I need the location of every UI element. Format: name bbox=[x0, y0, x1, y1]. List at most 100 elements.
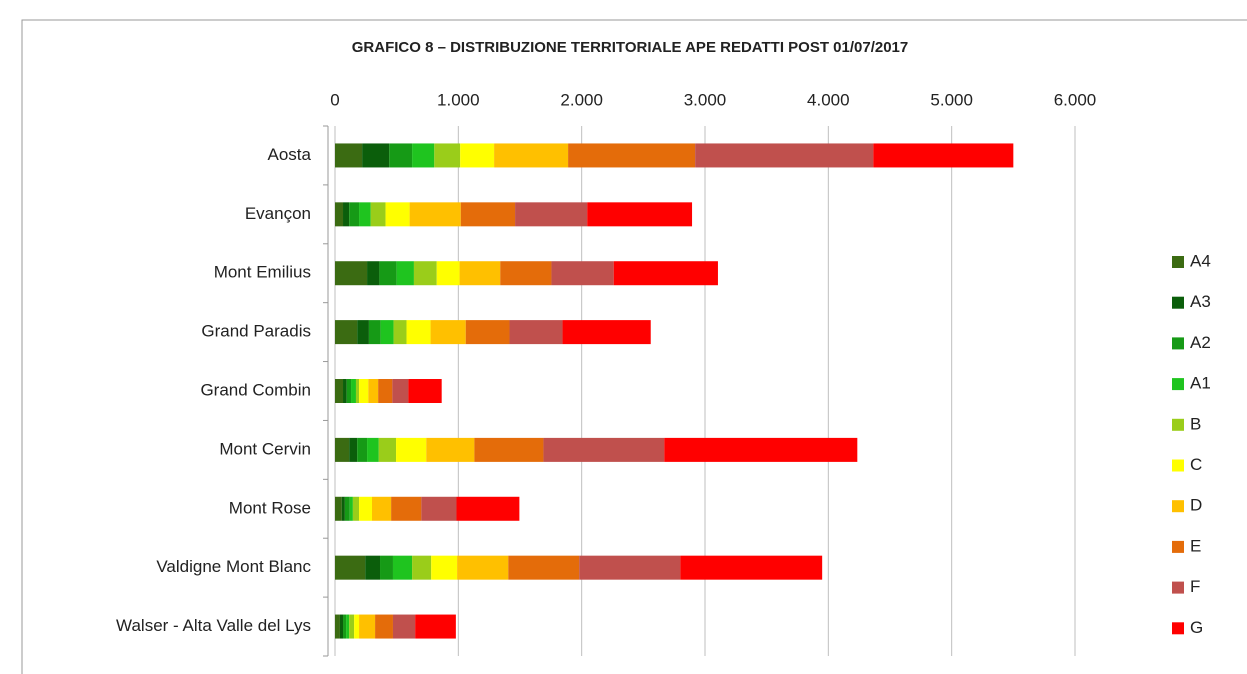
bar-segment bbox=[579, 555, 681, 580]
bar-segment bbox=[695, 143, 874, 168]
bar-segment bbox=[346, 379, 352, 403]
bar-segment bbox=[352, 496, 360, 521]
bar-segment bbox=[341, 496, 345, 521]
bar-segment bbox=[362, 143, 390, 168]
bar-segment bbox=[367, 437, 379, 462]
bar-segment bbox=[873, 143, 1014, 168]
bar-segment bbox=[392, 614, 416, 639]
bar-segment bbox=[335, 496, 342, 521]
legend-swatch bbox=[1172, 459, 1184, 472]
y-tick-label: Valdigne Mont Blanc bbox=[156, 557, 311, 576]
bar-segment bbox=[375, 614, 393, 639]
legend-label: A1 bbox=[1190, 374, 1211, 393]
bar-segment bbox=[335, 261, 368, 286]
bar-segment bbox=[380, 555, 393, 580]
bar-segment bbox=[343, 202, 350, 227]
y-tick-label: Mont Cervin bbox=[219, 439, 311, 458]
bar-segment bbox=[509, 320, 563, 345]
bar-segment bbox=[430, 320, 466, 345]
bar-segment bbox=[359, 202, 371, 227]
bar-segment bbox=[351, 379, 356, 403]
bar-segment bbox=[680, 555, 823, 580]
legend-label: F bbox=[1190, 577, 1200, 596]
bar-segment bbox=[393, 320, 407, 345]
bar-segment bbox=[359, 496, 372, 521]
bar-segment bbox=[412, 555, 432, 580]
bar-segment bbox=[460, 202, 516, 227]
y-tick-label: Grand Combin bbox=[200, 380, 311, 399]
bar-segment bbox=[359, 379, 369, 403]
legend-swatch bbox=[1172, 256, 1184, 268]
bar-segment bbox=[431, 555, 458, 580]
y-tick-label: Aosta bbox=[268, 145, 312, 164]
bar-segment bbox=[436, 261, 460, 286]
bar-segment bbox=[365, 555, 381, 580]
bar-segment bbox=[335, 555, 366, 580]
bar-segment bbox=[406, 320, 431, 345]
bar-segment bbox=[456, 496, 520, 521]
bar-segment bbox=[460, 143, 495, 168]
legend-swatch bbox=[1172, 418, 1184, 431]
bar-segment bbox=[359, 614, 376, 639]
bar-segment bbox=[349, 437, 358, 462]
legend-swatch bbox=[1172, 540, 1184, 553]
bar-segment bbox=[396, 261, 414, 286]
bar-segment bbox=[349, 202, 360, 227]
legend-label: A2 bbox=[1190, 333, 1211, 352]
y-tick-label: Walser - Alta Valle del Lys bbox=[116, 616, 311, 635]
bar-segment bbox=[409, 202, 461, 227]
bar-segment bbox=[457, 555, 509, 580]
legend-swatch bbox=[1172, 378, 1184, 391]
bar-segment bbox=[391, 496, 422, 521]
bar-segment bbox=[664, 437, 858, 462]
legend-swatch bbox=[1172, 622, 1184, 635]
legend-label: B bbox=[1190, 414, 1201, 433]
bar-segment bbox=[370, 202, 386, 227]
bar-segment bbox=[343, 379, 347, 403]
bar-segment bbox=[335, 614, 340, 639]
bar-segment bbox=[357, 320, 369, 345]
bar-segment bbox=[508, 555, 580, 580]
bar-segment bbox=[344, 496, 350, 521]
legend-label: G bbox=[1190, 618, 1203, 637]
bar-segment bbox=[408, 379, 442, 403]
bar-segment bbox=[396, 437, 427, 462]
bar-segment bbox=[413, 261, 437, 286]
bar-segment bbox=[378, 437, 397, 462]
y-tick-label: Mont Emilius bbox=[214, 263, 311, 282]
bar-segment bbox=[368, 320, 381, 345]
legend-label: A3 bbox=[1190, 292, 1211, 311]
bar-segment bbox=[357, 437, 368, 462]
bar-segment bbox=[380, 320, 394, 345]
bar-segment bbox=[465, 320, 510, 345]
bar-segment bbox=[335, 143, 363, 168]
bar-segment bbox=[459, 261, 501, 286]
legend-swatch bbox=[1172, 581, 1184, 594]
bar-segment bbox=[500, 261, 552, 286]
y-tick-label: Mont Rose bbox=[229, 498, 311, 517]
y-tick-label: Grand Paradis bbox=[201, 322, 311, 341]
bar-segment bbox=[367, 261, 380, 286]
bar-segment bbox=[392, 555, 413, 580]
bar-segment bbox=[562, 320, 651, 345]
bar-segment bbox=[339, 614, 344, 639]
bar-segment bbox=[378, 379, 393, 403]
legend-label: E bbox=[1190, 536, 1201, 555]
bar-segment bbox=[335, 320, 358, 345]
bar-segment bbox=[346, 614, 350, 639]
bar-segment bbox=[372, 496, 392, 521]
bar-segment bbox=[343, 614, 347, 639]
bar-segment bbox=[379, 261, 397, 286]
legend-label: D bbox=[1190, 496, 1202, 515]
bar-segment bbox=[587, 202, 693, 227]
x-tick-label: 2.000 bbox=[560, 90, 603, 109]
bar-segment bbox=[392, 379, 409, 403]
bar-segment bbox=[389, 143, 413, 168]
x-tick-label: 4.000 bbox=[807, 90, 850, 109]
bar-segment bbox=[421, 496, 457, 521]
x-tick-label: 5.000 bbox=[930, 90, 973, 109]
legend-swatch bbox=[1172, 337, 1184, 350]
bar-segment bbox=[349, 496, 353, 521]
bar-segment bbox=[368, 379, 379, 403]
